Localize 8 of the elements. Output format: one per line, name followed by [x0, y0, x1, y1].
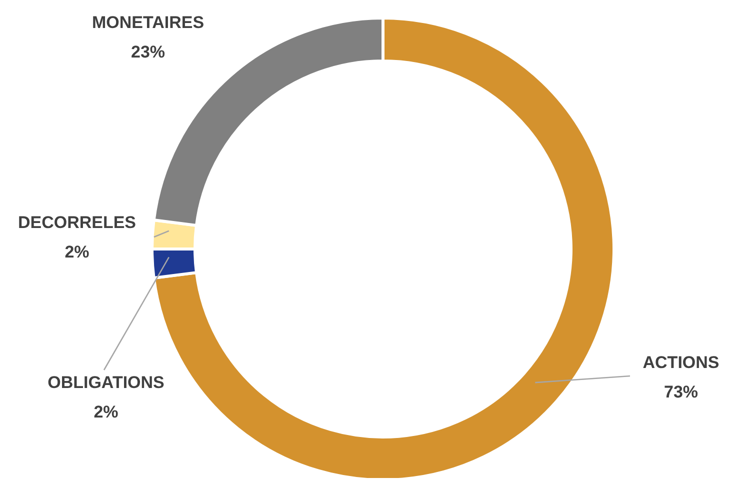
slice-label: DECORRELES	[18, 212, 136, 232]
data-label: 23%	[130, 42, 166, 62]
data-label: 73%	[664, 382, 698, 402]
slice-label: MONETAIRES	[92, 12, 204, 32]
data-label: 2%	[64, 242, 90, 262]
data-label: 2%	[94, 402, 118, 422]
slice-label: ACTIONS	[642, 352, 720, 372]
slice-label: OBLIGATIONS	[48, 372, 164, 392]
